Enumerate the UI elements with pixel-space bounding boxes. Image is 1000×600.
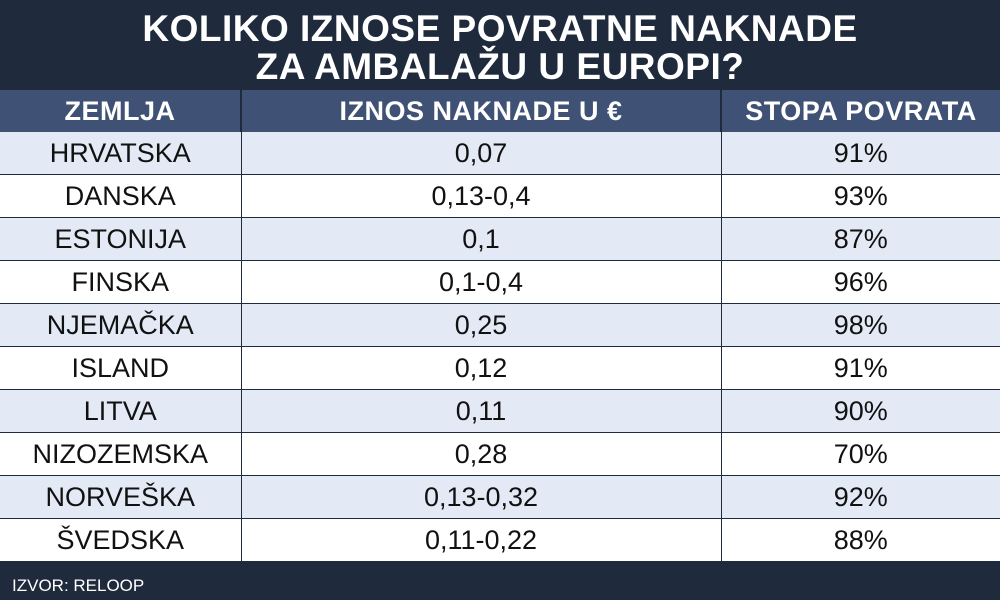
cell-rate: 70%	[721, 432, 1000, 476]
cell-fee: 0,1-0,4	[241, 260, 722, 304]
cell-fee: 0,1	[241, 217, 722, 261]
page-title: KOLIKO IZNOSE POVRATNE NAKNADE ZA AMBALA…	[0, 0, 1000, 90]
cell-rate: 91%	[721, 346, 1000, 390]
table-row: ŠVEDSKA 0,11-0,22 88%	[0, 518, 1000, 562]
cell-rate: 93%	[721, 174, 1000, 218]
cell-fee: 0,07	[241, 132, 722, 175]
cell-country: ŠVEDSKA	[0, 518, 242, 562]
title-line-2: ZA AMBALAŽU U EUROPI?	[255, 46, 745, 87]
cell-fee: 0,11-0,22	[241, 518, 722, 562]
cell-country: LITVA	[0, 389, 242, 433]
deposit-fee-table: ZEMLJA IZNOS NAKNADE U € STOPA POVRATA H…	[0, 90, 1000, 562]
table-row: NJEMAČKA 0,25 98%	[0, 303, 1000, 347]
cell-country: NORVEŠKA	[0, 475, 242, 519]
table-row: NIZOZEMSKA 0,28 70%	[0, 432, 1000, 476]
cell-fee: 0,28	[241, 432, 722, 476]
cell-fee: 0,13-0,32	[241, 475, 722, 519]
cell-rate: 98%	[721, 303, 1000, 347]
cell-fee: 0,11	[241, 389, 722, 433]
cell-country: DANSKA	[0, 174, 242, 218]
cell-rate: 88%	[721, 518, 1000, 562]
table-row: LITVA 0,11 90%	[0, 389, 1000, 433]
table-row: HRVATSKA 0,07 91%	[0, 132, 1000, 175]
table-header-row: ZEMLJA IZNOS NAKNADE U € STOPA POVRATA	[0, 90, 1000, 132]
cell-rate: 87%	[721, 217, 1000, 261]
table-row: ESTONIJA 0,1 87%	[0, 217, 1000, 261]
cell-fee: 0,25	[241, 303, 722, 347]
cell-country: FINSKA	[0, 260, 242, 304]
table-row: FINSKA 0,1-0,4 96%	[0, 260, 1000, 304]
table-row: ISLAND 0,12 91%	[0, 346, 1000, 390]
column-header-fee: IZNOS NAKNADE U €	[241, 90, 722, 132]
cell-rate: 92%	[721, 475, 1000, 519]
source-note: IZVOR: RELOOP	[0, 572, 1000, 600]
cell-fee: 0,13-0,4	[241, 174, 722, 218]
column-header-rate: STOPA POVRATA	[721, 90, 1000, 132]
cell-rate: 90%	[721, 389, 1000, 433]
table-row: DANSKA 0,13-0,4 93%	[0, 174, 1000, 218]
cell-country: NJEMAČKA	[0, 303, 242, 347]
cell-country: ESTONIJA	[0, 217, 242, 261]
title-line-1: KOLIKO IZNOSE POVRATNE NAKNADE	[142, 8, 858, 49]
column-header-country: ZEMLJA	[0, 90, 242, 132]
cell-country: NIZOZEMSKA	[0, 432, 242, 476]
cell-fee: 0,12	[241, 346, 722, 390]
cell-country: HRVATSKA	[0, 132, 242, 175]
cell-rate: 96%	[721, 260, 1000, 304]
table-row: NORVEŠKA 0,13-0,32 92%	[0, 475, 1000, 519]
cell-rate: 91%	[721, 132, 1000, 175]
cell-country: ISLAND	[0, 346, 242, 390]
